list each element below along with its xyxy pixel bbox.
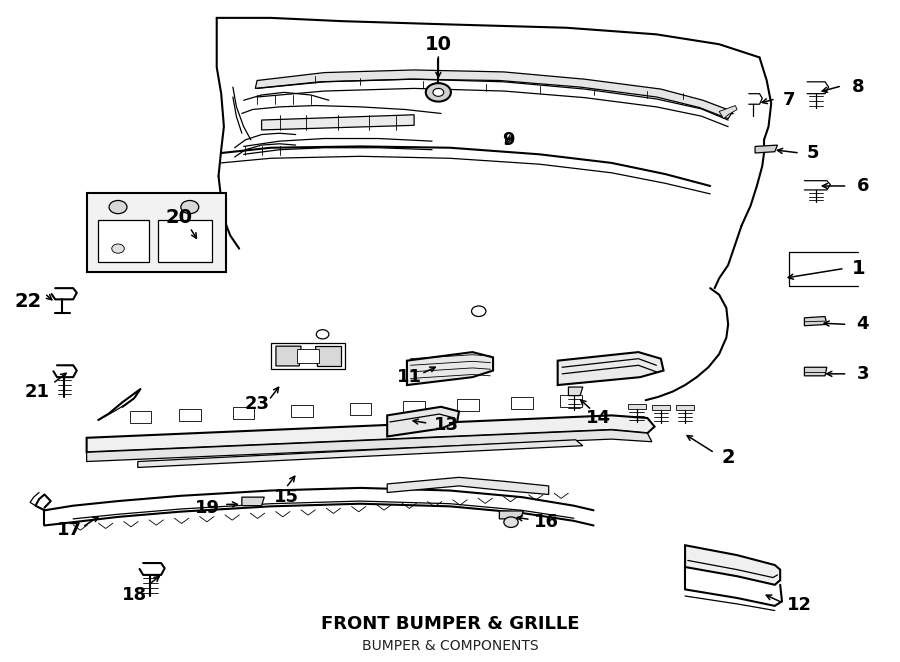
Circle shape — [109, 201, 127, 214]
Text: 14: 14 — [586, 409, 610, 427]
Text: 17: 17 — [57, 521, 82, 539]
Polygon shape — [179, 410, 201, 421]
Polygon shape — [569, 387, 583, 396]
Circle shape — [472, 306, 486, 316]
Polygon shape — [676, 405, 694, 410]
Polygon shape — [719, 105, 737, 118]
Polygon shape — [138, 440, 583, 467]
Text: 13: 13 — [434, 416, 459, 434]
Circle shape — [181, 201, 199, 214]
Text: FRONT BUMPER & GRILLE: FRONT BUMPER & GRILLE — [320, 616, 580, 634]
Polygon shape — [685, 545, 780, 585]
Text: 20: 20 — [166, 208, 193, 227]
Polygon shape — [298, 350, 319, 363]
Polygon shape — [256, 70, 733, 118]
Polygon shape — [805, 316, 827, 326]
Polygon shape — [262, 115, 414, 130]
Text: 21: 21 — [25, 383, 50, 401]
Text: 16: 16 — [535, 513, 560, 531]
Text: 9: 9 — [502, 131, 515, 149]
Text: 6: 6 — [857, 177, 869, 195]
Polygon shape — [86, 430, 652, 461]
Text: 8: 8 — [852, 78, 865, 96]
Text: 4: 4 — [857, 315, 869, 334]
Polygon shape — [276, 346, 302, 366]
Polygon shape — [805, 367, 827, 376]
Text: 12: 12 — [788, 596, 813, 614]
Circle shape — [316, 330, 328, 339]
Polygon shape — [558, 352, 663, 385]
Polygon shape — [242, 497, 265, 506]
Polygon shape — [315, 346, 340, 366]
Circle shape — [433, 89, 444, 96]
Circle shape — [504, 517, 518, 528]
Text: BUMPER & COMPONENTS: BUMPER & COMPONENTS — [362, 639, 538, 653]
Text: 3: 3 — [857, 365, 869, 383]
Text: 1: 1 — [851, 259, 865, 278]
Polygon shape — [457, 399, 479, 410]
Polygon shape — [387, 477, 549, 495]
Polygon shape — [627, 404, 645, 409]
Polygon shape — [407, 352, 493, 385]
Polygon shape — [130, 411, 151, 423]
Text: 22: 22 — [14, 292, 42, 311]
Polygon shape — [158, 220, 212, 261]
Polygon shape — [292, 405, 312, 417]
Polygon shape — [86, 415, 654, 452]
Polygon shape — [349, 403, 371, 415]
Polygon shape — [403, 401, 425, 412]
Text: 19: 19 — [195, 498, 220, 516]
Polygon shape — [233, 407, 255, 419]
Text: 15: 15 — [274, 488, 299, 506]
Polygon shape — [98, 220, 149, 261]
Text: 7: 7 — [783, 91, 796, 109]
Text: 18: 18 — [122, 586, 147, 604]
Polygon shape — [755, 145, 778, 153]
Polygon shape — [387, 407, 459, 436]
Circle shape — [112, 244, 124, 253]
Circle shape — [426, 83, 451, 101]
Polygon shape — [86, 193, 226, 271]
Text: 10: 10 — [425, 34, 452, 54]
Polygon shape — [500, 511, 524, 519]
Text: 2: 2 — [721, 448, 735, 467]
Polygon shape — [511, 397, 533, 408]
Text: 23: 23 — [245, 395, 270, 412]
Text: 11: 11 — [397, 368, 422, 386]
Polygon shape — [561, 395, 582, 406]
Text: 5: 5 — [807, 144, 820, 162]
Polygon shape — [652, 405, 670, 410]
